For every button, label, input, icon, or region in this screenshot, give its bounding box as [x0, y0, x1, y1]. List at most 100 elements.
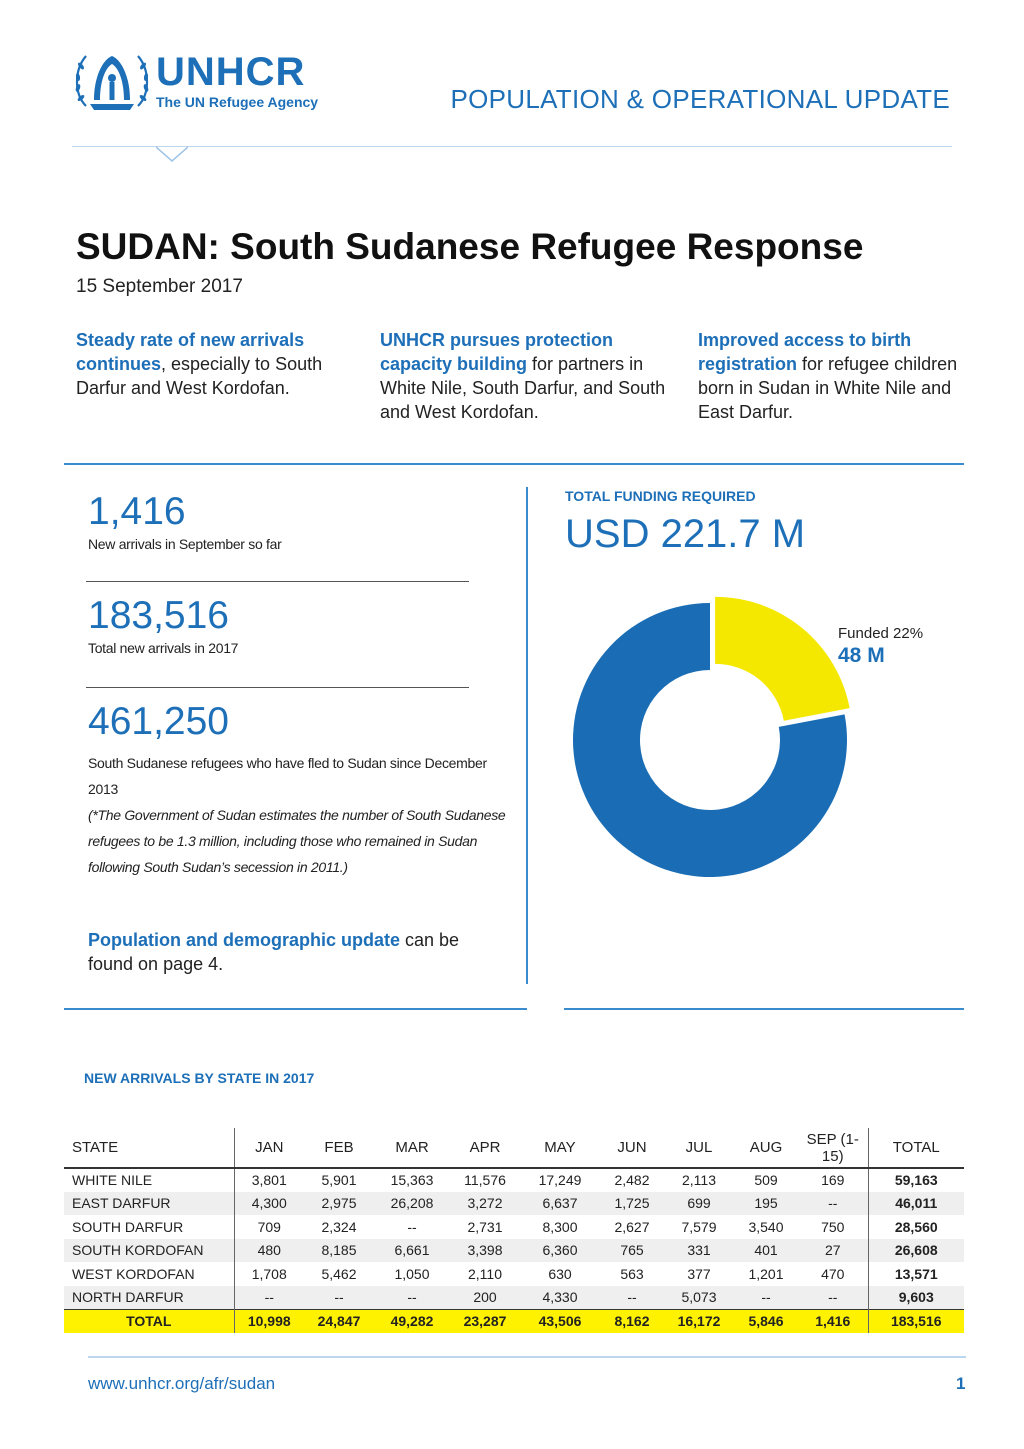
- table-cell: 699: [664, 1191, 734, 1215]
- table-cell: 26,608: [867, 1238, 964, 1262]
- table-cell: 765: [600, 1238, 664, 1262]
- donut-slice-gap: [573, 603, 847, 877]
- table-cell: 46,011: [867, 1191, 964, 1215]
- total-cell: 8,162: [600, 1308, 664, 1333]
- total-cell: 183,516: [867, 1308, 964, 1333]
- state-name-cell: WEST KORDOFAN: [72, 1265, 195, 1282]
- table-cell: 2,627: [614, 1218, 650, 1235]
- highlight-1-bold: Steady rate of new arrivals continues: [76, 330, 305, 374]
- funded-amount: 48 M: [838, 644, 885, 667]
- table-row: WHITE NILE 3,801 5,901 15,363 11,576 17,249 2,…: [64, 1168, 964, 1192]
- column-header: APR: [450, 1128, 520, 1169]
- table-row: SOUTH DARFUR 709 2,324 -- 2,731 8,300 2,627 7,5…: [64, 1215, 964, 1239]
- table-cell: 1,201: [748, 1265, 784, 1282]
- total-cell: 24,847: [304, 1308, 374, 1333]
- unhcr-logo-emblem: [75, 55, 149, 110]
- table-cell: 13,571: [867, 1262, 964, 1286]
- table-cell: 2,110: [468, 1265, 502, 1282]
- table-cell: 4,300: [233, 1191, 304, 1215]
- table-cell: 3,272: [450, 1191, 520, 1215]
- donut-slice-funded: [715, 596, 850, 721]
- stat-divider: [86, 581, 469, 582]
- table-cell: 17,249: [538, 1172, 582, 1189]
- highlight-3-bold: Improved access to birth registration: [698, 330, 912, 374]
- column-header: TOTAL: [867, 1128, 964, 1169]
- logo-name: UNHCR: [156, 50, 306, 94]
- page-title: SUDAN: South Sudanese Refugee Response: [76, 226, 864, 267]
- arrivals-table: STATE JAN FEB MAR APR MAY JUN JUL AUG SEP (1-15) T…: [64, 1128, 964, 1333]
- stat-divider: [86, 687, 469, 688]
- table-cell: 5,462: [321, 1265, 357, 1282]
- table-cell: 28,560: [867, 1215, 964, 1239]
- total-cell: 23,287: [450, 1308, 520, 1333]
- table-cell: 1,725: [600, 1191, 664, 1215]
- population-update-text: can be found on page 4.: [88, 930, 460, 974]
- table-cell: 563: [620, 1265, 644, 1282]
- table-cell: 6,661: [374, 1238, 450, 1262]
- highlight-3-text: for refugee children born in Sudan in Wh…: [698, 354, 958, 422]
- funding-donut-chart: [573, 596, 850, 877]
- table-cell: 200: [450, 1285, 520, 1309]
- total-cell: 10,998: [233, 1308, 304, 1333]
- stat-total-arrivals-label: Total new arrivals in 2017: [88, 640, 239, 656]
- funding-label: TOTAL FUNDING REQUIRED: [565, 488, 756, 504]
- highlight-1-text: , especially to South Darfur and West Ko…: [76, 354, 323, 398]
- table-cell: 15,363: [390, 1172, 434, 1189]
- total-cell: 1,416: [798, 1308, 868, 1333]
- table-cell: 709: [233, 1215, 304, 1239]
- footer-url-link[interactable]: www.unhcr.org/afr/sudan: [88, 1374, 276, 1393]
- column-header: JUL: [664, 1128, 734, 1169]
- table-cell: --: [798, 1191, 868, 1215]
- table-cell: 26,208: [374, 1191, 450, 1215]
- population-update-link[interactable]: Population and demographic update: [88, 930, 401, 950]
- table-body: WHITE NILE 3,801 5,901 15,363 11,576 17,249 2,…: [64, 1168, 964, 1333]
- column-header: JAN: [233, 1128, 304, 1169]
- state-name-cell: EAST DARFUR: [64, 1191, 234, 1215]
- stat-refugees-note: (*The Government of Sudan estimates the …: [88, 807, 506, 875]
- stat-sept-arrivals-value: 1,416: [88, 490, 186, 533]
- table-cell: 630: [548, 1265, 572, 1282]
- stat-refugees-label: South Sudanese refugees who have fled to…: [88, 755, 487, 797]
- header-notch-icon: [156, 146, 188, 162]
- table-cell: 2,324: [321, 1218, 357, 1235]
- table-cell: 3,398: [450, 1238, 520, 1262]
- table-cell: 331: [664, 1238, 734, 1262]
- footer-divider: [88, 1356, 966, 1358]
- table-row: SOUTH KORDOFAN 480 8,185 6,661 3,398 6,360 765…: [64, 1238, 964, 1262]
- highlight-3: Improved access to birth registration fo…: [698, 328, 968, 424]
- table-total-row: TOTAL 10,998 24,847 49,282 23,287 43,506 8,162…: [64, 1308, 964, 1333]
- logo-tagline: The UN Refugee Agency: [156, 94, 319, 110]
- column-header: MAY: [520, 1128, 600, 1169]
- table-cell: 1,708: [233, 1262, 304, 1286]
- stat-refugees-description: South Sudanese refugees who have fled to…: [88, 750, 518, 880]
- total-label-cell: TOTAL: [64, 1308, 234, 1333]
- table-cell: 6,360: [520, 1238, 600, 1262]
- table-cell: 27: [798, 1238, 868, 1262]
- state-name-cell: NORTH DARFUR: [64, 1285, 234, 1309]
- table-cell: 4,330: [520, 1285, 600, 1309]
- section-divider-top: [64, 463, 964, 465]
- page-number: 1: [956, 1374, 966, 1393]
- table-cell: 169: [821, 1172, 845, 1189]
- table-row: NORTH DARFUR -- -- -- 200 4,330 -- 5,073 -- -- 9,6…: [64, 1285, 964, 1309]
- table-cell: 3,801: [233, 1168, 304, 1192]
- table-cell: 8,300: [542, 1218, 578, 1235]
- page-date: 15 September 2017: [76, 276, 243, 297]
- population-update-note: Population and demographic update can be…: [88, 928, 508, 976]
- section-divider-bottom-right: [564, 1008, 964, 1010]
- table-cell: 3,540: [748, 1218, 784, 1235]
- table-cell: 480: [233, 1238, 304, 1262]
- column-header: SEP (1-15): [798, 1128, 868, 1169]
- table-row: EAST DARFUR 4,300 2,975 26,208 3,272 6,637 1,7…: [64, 1191, 964, 1215]
- highlight-2: UNHCR pursues protection capacity buildi…: [380, 328, 670, 424]
- table-cell: 2,113: [682, 1172, 716, 1189]
- highlight-1: Steady rate of new arrivals continues, e…: [76, 328, 346, 400]
- column-header: MAR: [374, 1128, 450, 1169]
- logo-wordmark: UNHCR The UN Refugee Agency: [156, 52, 318, 110]
- state-name-cell: SOUTH KORDOFAN: [64, 1238, 234, 1262]
- funding-amount: USD 221.7 M: [565, 512, 806, 556]
- header-divider: [72, 146, 952, 147]
- section-title: POPULATION & OPERATIONAL UPDATE: [450, 84, 950, 114]
- state-name-cell: SOUTH DARFUR: [72, 1218, 184, 1235]
- total-cell: 16,172: [664, 1308, 734, 1333]
